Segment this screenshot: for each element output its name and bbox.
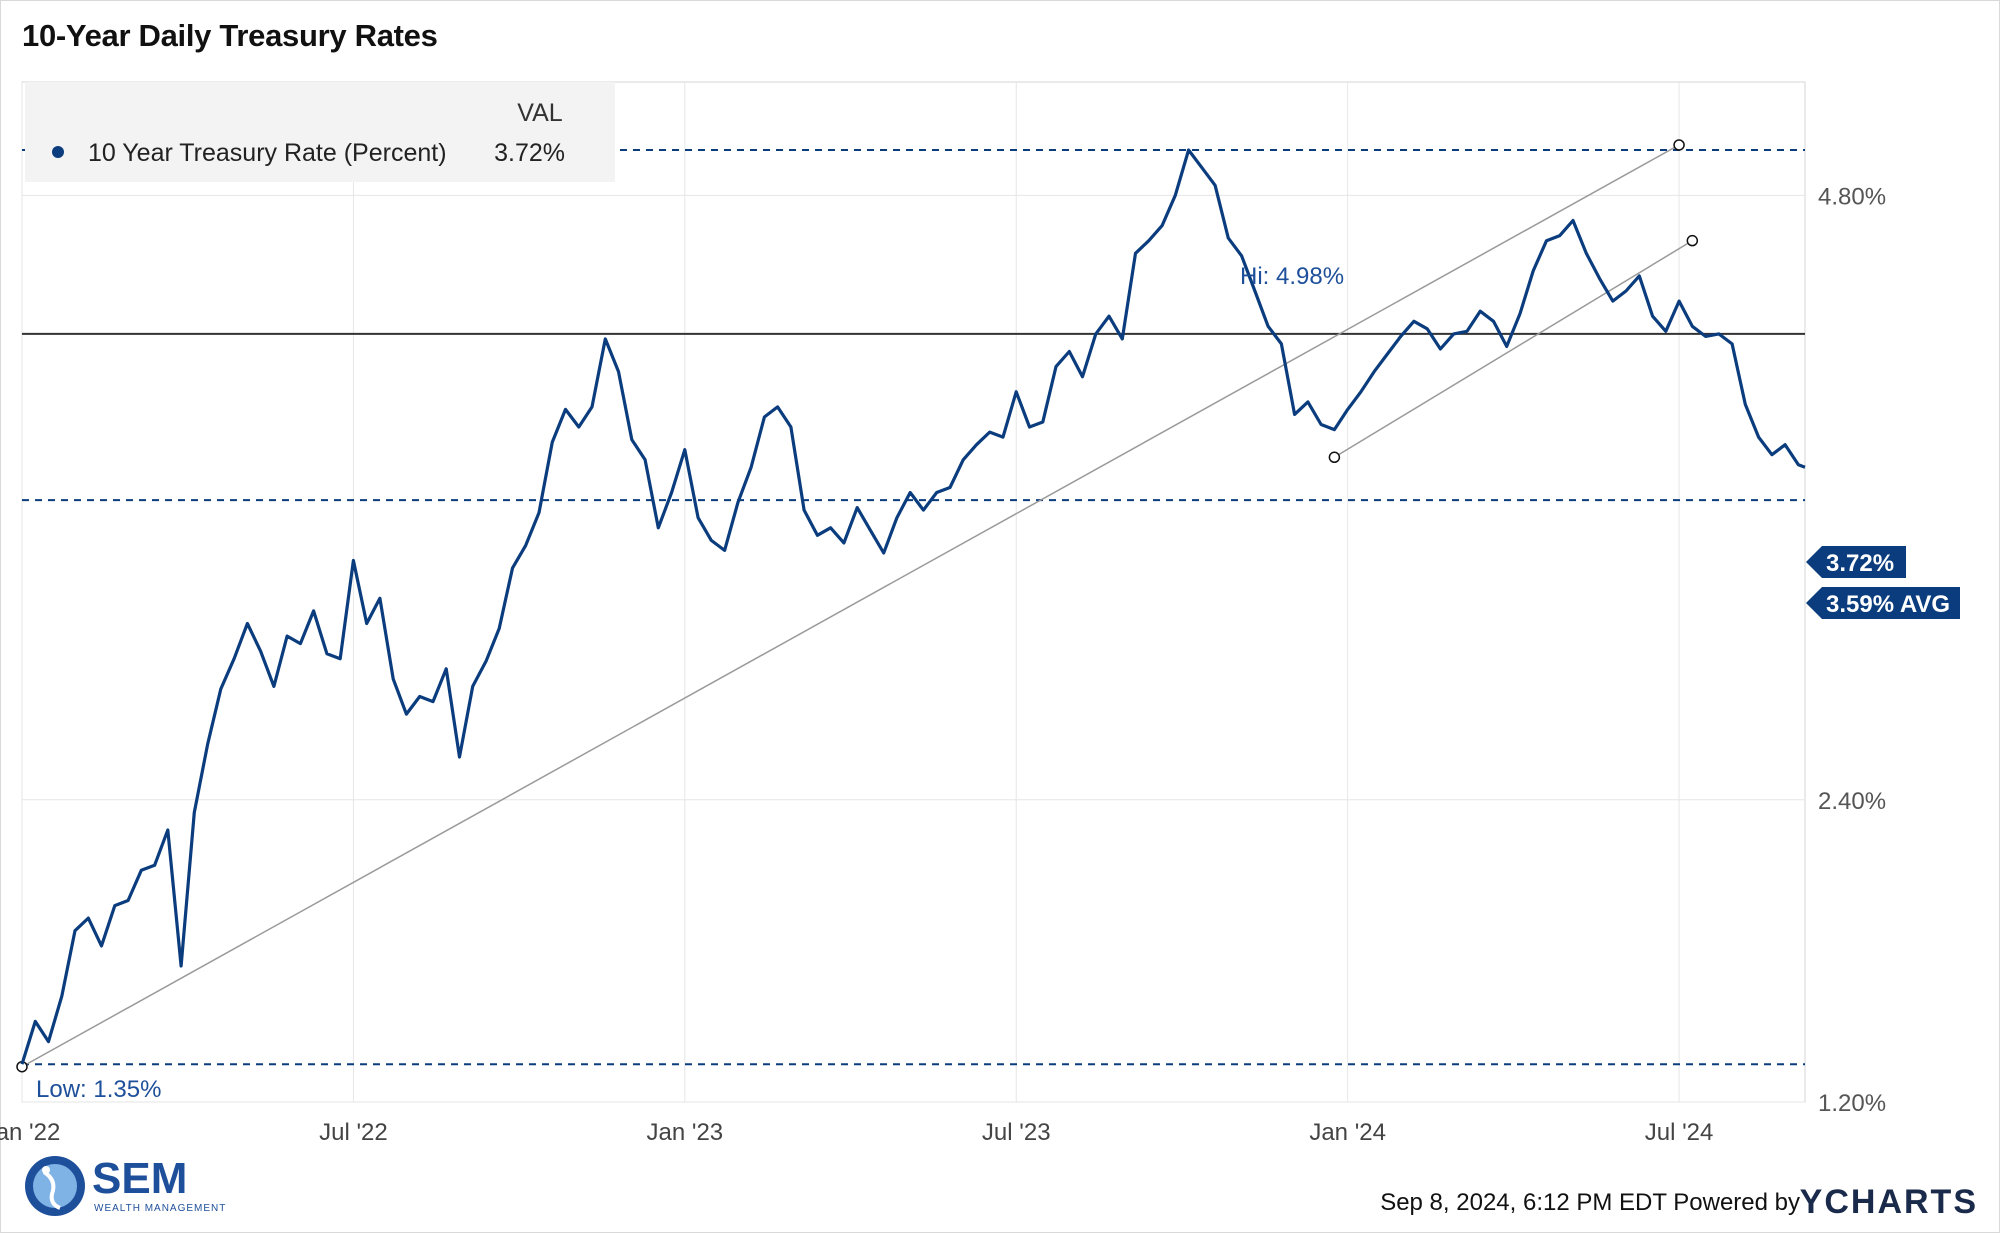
average-badge-shape	[1806, 587, 1960, 619]
high-annotation: Hi: 4.98%	[1240, 263, 1344, 290]
trendline-endpoint	[1673, 139, 1685, 151]
x-axis: Jan '22 Jul '22 Jan '23 Jul '23 Jan '24 Jul '…	[0, 1119, 1713, 1146]
trendline	[1334, 240, 1693, 458]
last-value-badge-text: 3.72%	[1826, 550, 1894, 577]
chart-title: 10-Year Daily Treasury Rates	[22, 18, 438, 53]
last-value-badge: 3.72%	[1806, 546, 1906, 578]
ycharts-logo: YCHARTS	[1799, 1183, 1978, 1221]
sem-logo-icon	[25, 1156, 85, 1216]
x-tick-label: Jul '24	[1645, 1119, 1714, 1146]
y-axis: 4.80% 2.40% 1.20%	[1818, 183, 1886, 1117]
average-badge: 3.59% AVG	[1806, 587, 1960, 619]
low-annotation: Low: 1.35%	[36, 1076, 161, 1103]
trendline-endpoint	[1686, 234, 1699, 247]
sem-logo-text: SEM	[92, 1154, 188, 1203]
legend-series-name: 10 Year Treasury Rate (Percent)	[88, 139, 447, 167]
legend: VAL 10 Year Treasury Rate (Percent) 3.72…	[25, 82, 615, 182]
x-tick-label: Jul '22	[319, 1119, 388, 1146]
sem-logo-subtitle: WEALTH MANAGEMENT	[94, 1203, 227, 1214]
series-group	[20, 148, 1806, 1065]
y-tick-label: 4.80%	[1818, 183, 1886, 210]
y-tick-label: 1.20%	[1818, 1090, 1886, 1117]
y-tick-label: 2.40%	[1818, 788, 1886, 815]
legend-background	[25, 82, 615, 182]
series-line-10-year-treasury	[20, 148, 1806, 1065]
plot-area	[21, 81, 1806, 1103]
legend-header: VAL	[517, 99, 562, 127]
x-tick-label: Jan '23	[647, 1119, 724, 1146]
trendlines	[16, 139, 1699, 1073]
trendline-endpoint	[1328, 451, 1341, 464]
legend-series-marker-icon	[52, 146, 64, 158]
trendline	[21, 144, 1680, 1068]
grid	[21, 82, 1805, 1103]
x-tick-label: Jul '23	[982, 1119, 1051, 1146]
last-value-badge-shape	[1806, 546, 1906, 578]
average-badge-text: 3.59% AVG	[1826, 591, 1950, 618]
reference-lines	[22, 149, 1805, 1066]
x-tick-label: Jan '24	[1309, 1119, 1386, 1146]
footer-timestamp: Sep 8, 2024, 6:12 PM EDT Powered by	[1380, 1189, 1800, 1216]
x-tick-label: Jan '22	[0, 1119, 60, 1146]
legend-series-value: 3.72%	[494, 139, 565, 167]
